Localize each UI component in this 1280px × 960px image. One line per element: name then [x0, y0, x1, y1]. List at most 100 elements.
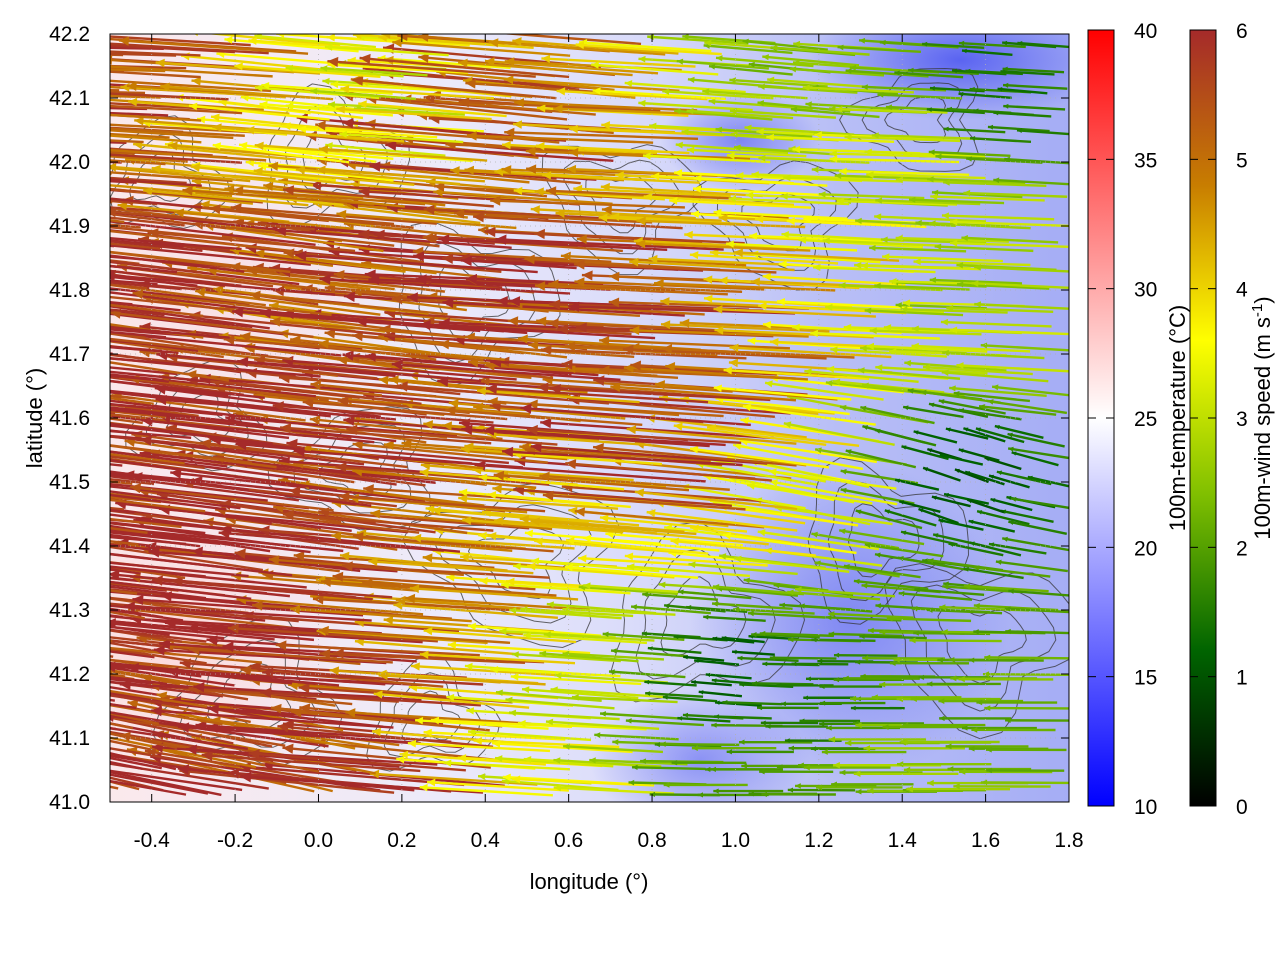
colorbar-tick-label: 0: [1236, 796, 1248, 819]
x-tick-label: 1.0: [721, 829, 750, 852]
wind-vector: [926, 681, 1001, 687]
wind-vector: [861, 84, 947, 92]
wind-vector: [511, 775, 655, 787]
wind-vector: [726, 749, 794, 755]
wind-vector: [110, 762, 269, 790]
wind-vector: [1004, 606, 1069, 614]
wind-vector: [110, 399, 286, 423]
wind-vector: [110, 565, 206, 578]
wind-vector: [767, 76, 877, 89]
wind-vector: [845, 449, 917, 469]
wind-vector: [802, 84, 914, 94]
wind-vector: [110, 533, 201, 548]
wind-vector: [629, 325, 809, 338]
wind-vector: [286, 438, 510, 465]
wind-vector: [110, 250, 291, 274]
wind-vector: [457, 58, 633, 77]
wind-vector: [447, 641, 591, 655]
wind-vector: [410, 662, 569, 678]
wind-vector: [760, 720, 819, 726]
wind-vector: [110, 463, 123, 467]
wind-vector: [110, 739, 155, 752]
wind-vector: [325, 142, 446, 157]
wind-vector: [110, 730, 289, 764]
wind-vector: [747, 610, 826, 619]
wind-vector: [693, 174, 828, 187]
wind-vector: [635, 239, 811, 252]
wind-vector: [290, 604, 472, 623]
wind-vector: [857, 367, 961, 380]
wind-vector: [302, 397, 508, 421]
wind-vector: [708, 63, 793, 76]
wind-vector: [589, 757, 688, 766]
wind-vector: [520, 403, 751, 427]
wind-vector: [993, 110, 1052, 118]
wind-vector: [725, 240, 858, 252]
wind-vector: [713, 384, 852, 401]
wind-vector: [973, 602, 1059, 612]
wind-vector: [318, 339, 505, 361]
wind-vector: [550, 686, 667, 699]
wind-vector: [713, 208, 848, 220]
wind-vector: [492, 739, 633, 754]
wind-vector: [110, 455, 205, 470]
wind-vector: [822, 237, 940, 247]
wind-vector: [110, 139, 144, 144]
wind-vector: [836, 197, 958, 206]
wind-vector: [508, 709, 620, 721]
wind-vector: [626, 563, 750, 578]
wind-vector: [358, 100, 507, 118]
wind-vector: [974, 264, 1069, 273]
wind-vector: [110, 666, 235, 687]
wind-vector: [392, 38, 571, 57]
wind-vector: [514, 98, 698, 112]
wind-vector: [961, 234, 1059, 244]
wind-vector: [691, 745, 777, 751]
wind-vector: [110, 496, 162, 504]
wind-vector: [253, 167, 415, 186]
wind-vector: [368, 557, 534, 575]
wind-vector: [110, 197, 203, 209]
wind-vector: [110, 379, 265, 399]
wind-vector: [818, 191, 925, 200]
wind-vector: [624, 552, 768, 567]
wind-vector: [866, 171, 986, 180]
wind-vector: [160, 82, 334, 101]
wind-vector: [874, 282, 970, 291]
wind-vector: [442, 297, 685, 317]
wind-vector: [269, 316, 466, 339]
wind-vector: [110, 391, 120, 395]
wind-vector: [110, 216, 185, 227]
wind-vector: [232, 185, 426, 206]
wind-vector: [1003, 103, 1066, 111]
wind-vector: [462, 516, 624, 534]
wind-vector: [110, 403, 199, 418]
wind-vector: [245, 126, 405, 143]
wind-vector: [945, 427, 989, 440]
wind-vector: [963, 189, 1068, 198]
x-tick-label: 1.8: [1054, 829, 1083, 852]
wind-vector: [733, 606, 815, 615]
wind-vector: [931, 495, 971, 508]
wind-vector: [984, 654, 1069, 661]
wind-vector: [828, 631, 903, 638]
wind-vector: [110, 610, 145, 620]
wind-vector: [592, 87, 726, 101]
y-tick-label: 41.3: [49, 599, 90, 622]
wind-vector: [110, 242, 161, 250]
wind-vector: [953, 783, 1051, 790]
wind-vector: [938, 399, 1006, 415]
wind-vector: [874, 213, 987, 223]
wind-vector: [902, 722, 986, 728]
wind-vector: [898, 591, 973, 601]
wind-vector: [965, 68, 1023, 76]
wind-vector: [110, 229, 293, 253]
wind-vector: [829, 150, 951, 159]
wind-vector: [677, 716, 731, 723]
wind-vector: [523, 632, 648, 645]
wind-vector: [884, 509, 937, 527]
wind-vector: [896, 761, 992, 768]
wind-vector: [943, 492, 990, 505]
wind-vector: [673, 422, 827, 446]
x-tick-label: 0.8: [637, 829, 666, 852]
